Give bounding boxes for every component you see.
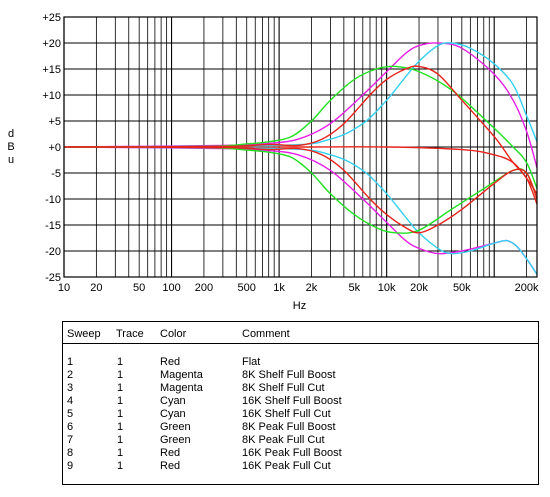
legend-table: Sweep Trace Color Comment 1 1 Red Flat 2 1 Mag… (62, 321, 539, 485)
legend-cell-comment: 8K Peak Full Cut (242, 434, 325, 446)
legend-cell-sweep: 1 (67, 356, 74, 368)
x-tick-labels: 10 20 50 100 200 500 1k 2k 5k 10k 20k 50k 200k (58, 282, 539, 294)
x-tick-label: 5k (348, 282, 360, 294)
legend-cell-sweep: 6 (67, 421, 74, 433)
legend-cell-sweep: 4 (67, 395, 74, 407)
y-tick-label: +25 (42, 12, 61, 24)
x-tick-label: 500 (238, 282, 256, 294)
legend-cell-sweep: 9 (67, 460, 74, 472)
legend-cell-sweep: 2 (67, 369, 74, 381)
x-tick-label: 50k (453, 282, 471, 294)
x-tick-label: 20 (90, 282, 102, 294)
legend-cell-sweep: 5 (67, 408, 74, 420)
y-tick-labels: +25 +20 +15 +10 +5 +0 -5 -10 -15 -20 -25 (42, 12, 61, 284)
y-axis-label: dBu (7, 128, 14, 166)
legend-header-comment: Comment (242, 328, 290, 340)
legend-row: 9 1 Red 16K Peak Full Cut (63, 460, 538, 473)
y-tick-label: -10 (45, 194, 61, 206)
legend-cell-color: Cyan (160, 408, 186, 420)
legend-cell-color: Red (160, 447, 181, 459)
legend-cell-sweep: 3 (67, 382, 74, 394)
legend-cell-trace: 1 (117, 369, 124, 381)
legend-cell-trace: 1 (117, 421, 124, 433)
legend-cell-comment: 8K Shelf Full Cut (242, 382, 325, 394)
legend-cell-sweep: 8 (67, 447, 74, 459)
legend-row: 4 1 Cyan 16K Shelf Full Boost (63, 395, 538, 408)
series-line-sweep-3 (63, 146, 538, 275)
x-tick-label: 10 (58, 282, 70, 294)
legend-cell-trace: 1 (117, 447, 124, 459)
legend-header-trace: Trace (116, 328, 144, 340)
x-tick-label: 200k (515, 282, 539, 294)
legend-cell-comment: 16K Peak Full Cut (242, 460, 331, 472)
x-tick-label: 2k (306, 282, 318, 294)
y-tick-label: -25 (45, 272, 61, 284)
legend-cell-color: Green (160, 434, 191, 446)
y-tick-label: +5 (48, 116, 61, 128)
legend-cell-comment: Flat (242, 356, 261, 368)
legend-header-row: Sweep Trace Color Comment (63, 322, 538, 344)
legend-cell-color: Red (160, 356, 181, 368)
chart-series (63, 42, 538, 275)
legend-cell-color: Cyan (160, 395, 186, 407)
legend-cell-sweep: 7 (67, 434, 74, 446)
y-tick-label: +10 (42, 90, 61, 102)
x-tick-label: 1k (273, 282, 285, 294)
series-line-sweep-2 (63, 42, 538, 168)
series-line-sweep-6 (63, 65, 538, 189)
legend-cell-trace: 1 (117, 460, 124, 472)
y-axis-label-char: d (8, 128, 14, 140)
y-tick-label: +0 (48, 142, 61, 154)
legend-cell-trace: 1 (117, 395, 124, 407)
legend-row: 6 1 Green 8K Peak Full Boost (63, 421, 538, 434)
plot-frame (63, 16, 538, 278)
legend-cell-color: Magenta (160, 369, 203, 381)
legend-row: 2 1 Magenta 8K Shelf Full Boost (63, 369, 538, 382)
legend-cell-trace: 1 (117, 382, 124, 394)
legend-cell-trace: 1 (117, 408, 124, 420)
legend-cell-comment: 8K Peak Full Boost (242, 421, 336, 433)
legend-cell-comment: 16K Shelf Full Boost (242, 395, 342, 407)
legend-row: 7 1 Green 8K Peak Full Cut (63, 434, 538, 447)
legend-cell-color: Magenta (160, 382, 203, 394)
series-line-sweep-8 (63, 65, 538, 205)
y-tick-label: -15 (45, 220, 61, 232)
legend-cell-trace: 1 (117, 434, 124, 446)
series-line-sweep-9 (63, 146, 538, 234)
legend-header-color: Color (160, 328, 187, 340)
x-tick-label: 50 (133, 282, 145, 294)
series-line-sweep-1 (63, 146, 538, 195)
series-line-sweep-4 (63, 42, 538, 148)
y-axis-label-char: B (7, 141, 14, 153)
legend-row: 1 1 Red Flat (63, 356, 538, 369)
legend-header-sweep: Sweep (67, 328, 101, 340)
series-line-sweep-5 (63, 146, 538, 275)
legend-cell-comment: 16K Peak Full Boost (242, 447, 342, 459)
y-tick-label: -5 (51, 168, 61, 180)
y-axis-label-char: u (8, 154, 14, 166)
x-tick-label: 20k (410, 282, 428, 294)
x-tick-label: 200 (195, 282, 213, 294)
legend-cell-trace: 1 (117, 356, 124, 368)
legend-row: 5 1 Cyan 16K Shelf Full Cut (63, 408, 538, 421)
frequency-response-chart: 10 20 50 100 200 500 1k 2k 5k 10k 20k 50k 200k +25+2… (7, 12, 539, 310)
x-tick-label: 100 (162, 282, 180, 294)
x-axis-label: Hz (293, 300, 306, 310)
legend-cell-color: Red (160, 460, 181, 472)
legend-row: 8 1 Red 16K Peak Full Boost (63, 447, 538, 460)
legend-cell-comment: 8K Shelf Full Boost (242, 369, 336, 381)
legend-row: 3 1 Magenta 8K Shelf Full Cut (63, 382, 538, 395)
series-line-sweep-7 (63, 146, 538, 234)
legend-cell-color: Green (160, 421, 191, 433)
y-tick-label: +20 (42, 38, 61, 50)
y-tick-label: +15 (42, 64, 61, 76)
x-tick-label: 10k (378, 282, 396, 294)
legend-cell-comment: 16K Shelf Full Cut (242, 408, 331, 420)
y-tick-label: -20 (45, 246, 61, 258)
